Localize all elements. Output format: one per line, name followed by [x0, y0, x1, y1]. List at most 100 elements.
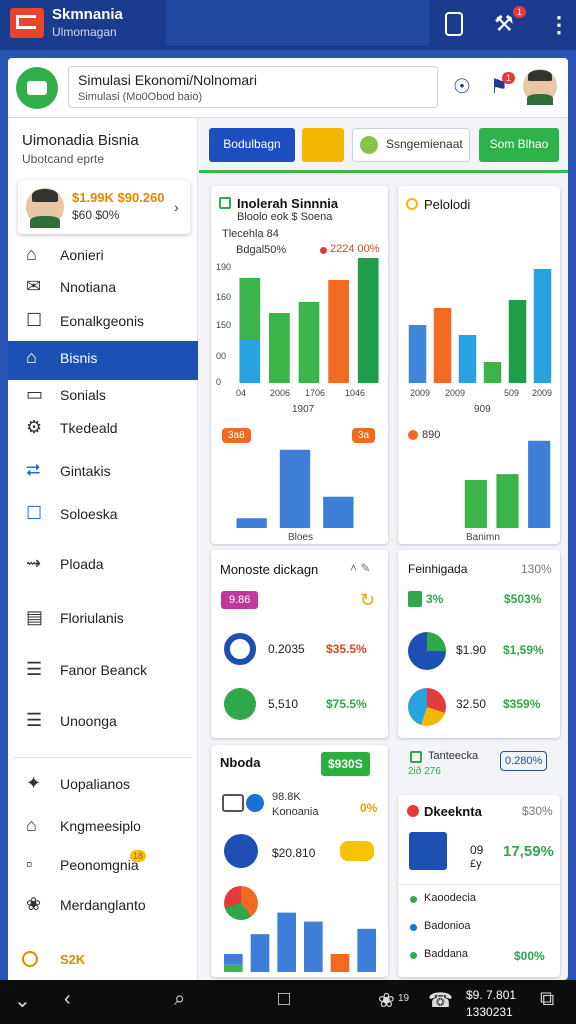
menu[interactable]: Tkedeald — [60, 420, 118, 436]
menu[interactable]: Ploada — [60, 556, 104, 572]
x-title: Banimn — [466, 532, 500, 543]
detail: $60 $0% — [72, 208, 120, 222]
tag: 3% — [426, 592, 444, 606]
y-labels: 00 — [216, 351, 227, 361]
phone-icon[interactable] — [445, 12, 463, 36]
menu-active — [8, 341, 198, 380]
list: Badonioa — [424, 920, 471, 932]
badges: 3a — [352, 428, 376, 443]
pie-icon — [408, 688, 446, 726]
app-name: Skmnania — [52, 6, 123, 23]
button[interactable] — [209, 128, 295, 162]
bar — [239, 278, 261, 340]
menu[interactable]: Unoonga — [60, 713, 117, 729]
list-dot — [410, 924, 417, 931]
legend-dot — [320, 247, 327, 254]
bar — [408, 325, 427, 383]
search[interactable]: Ssngemienaat — [386, 137, 463, 151]
menu-icon: ▭ — [26, 384, 44, 404]
action[interactable]: Som Blhao — [489, 137, 549, 151]
date: 1330231 — [466, 1005, 513, 1019]
menu-badge: 18 — [130, 850, 147, 862]
menu[interactable]: Merdanglanto — [60, 897, 146, 913]
amount: $20.810 — [272, 846, 316, 860]
bottom-bar — [0, 980, 576, 1024]
change: 130% — [521, 562, 552, 576]
bar — [250, 934, 270, 972]
badge-dot — [408, 430, 418, 440]
stat-icon-dot — [246, 794, 264, 812]
search-pill-icon — [360, 136, 378, 154]
menu-icon: ⇝ — [26, 553, 42, 573]
bar — [269, 313, 290, 383]
bar-chart — [464, 440, 551, 528]
value: 5,510 — [268, 697, 299, 711]
primary[interactable]: Bodulbagn — [223, 137, 281, 151]
menu-icon: ✉ — [26, 276, 42, 296]
list: Baddana — [424, 948, 469, 960]
x-labels: 04 — [236, 388, 247, 398]
bar — [304, 921, 323, 972]
menu[interactable]: Soloeska — [60, 506, 118, 522]
menu-icon: ⌂ — [26, 347, 37, 367]
button[interactable] — [479, 128, 559, 162]
bar-chart — [224, 912, 376, 972]
menu[interactable]: Eonalkgeonis — [60, 313, 145, 329]
menu[interactable]: Gintakis — [60, 463, 111, 479]
badges: 3a8 — [222, 428, 251, 443]
legend: 2224 00% — [330, 243, 380, 255]
bar-chart — [408, 269, 552, 383]
pie-icon — [408, 632, 446, 670]
avatar-hair — [31, 189, 59, 202]
menu[interactable]: Kngmeesiplo — [60, 818, 141, 834]
bar — [533, 269, 552, 383]
list: Kaoodecia — [424, 892, 476, 904]
bar — [298, 302, 320, 383]
value-sub: £y — [470, 858, 482, 870]
stat: 98.8K — [272, 791, 301, 803]
location-icon: ☉ — [453, 76, 471, 98]
row-icon — [224, 688, 256, 720]
value-icon — [409, 832, 447, 870]
search-box[interactable] — [68, 66, 438, 108]
menu-icon: ▫ — [26, 854, 33, 874]
menu[interactable]: Aonieri — [60, 247, 104, 263]
menu[interactable]: Uopalianos — [60, 776, 131, 792]
y-labels: 0 — [216, 377, 222, 387]
bar — [528, 440, 551, 528]
menu[interactable]: Floriulanis — [60, 610, 124, 626]
menu[interactable]: Bisnis — [60, 350, 98, 366]
badge: 19 — [398, 993, 410, 1004]
sidebar — [8, 118, 198, 980]
menu[interactable]: Nnotiana — [60, 279, 117, 295]
home-icon-mark — [27, 81, 47, 95]
menu[interactable]: Peonomgnia — [60, 857, 139, 873]
change: $35.5% — [326, 642, 367, 656]
menu-icon: ⚙ — [26, 417, 43, 437]
value: 32.50 — [456, 697, 487, 711]
x-labels: 2009 — [532, 388, 553, 398]
row-icon — [224, 633, 256, 665]
tag-icon — [408, 591, 422, 607]
subtitle: Bloolo eok $ Soena — [237, 211, 333, 223]
menu[interactable]: Fanor Beanck — [60, 662, 148, 678]
card — [398, 795, 560, 977]
bar-chart — [239, 258, 379, 383]
nav-icon: ‹ — [64, 988, 71, 1010]
menu[interactable]: Sonials — [60, 387, 106, 403]
menu-icon: ☐ — [26, 503, 43, 523]
app-logo-mark — [16, 15, 36, 29]
app-logo — [10, 8, 44, 38]
title: Feinhigada — [408, 562, 468, 576]
y-labels: 160 — [216, 292, 232, 302]
yellow-button[interactable] — [302, 128, 344, 162]
card-icon — [219, 197, 231, 209]
amounts: $1.99K $90.260 — [72, 190, 165, 205]
value: $1.90 — [456, 643, 487, 657]
badge: 890 — [422, 429, 441, 441]
x-title: 909 — [474, 404, 491, 415]
value-change: 17,59% — [503, 843, 554, 860]
avatar-hair — [527, 70, 553, 82]
bar — [239, 340, 261, 383]
